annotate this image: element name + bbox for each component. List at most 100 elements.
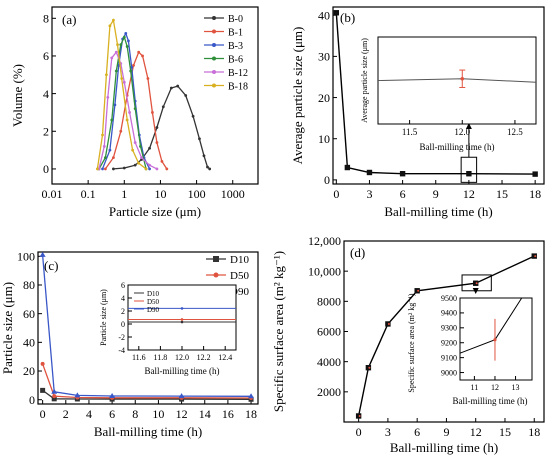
b-x-tick-label: 15 <box>496 187 508 201</box>
a-point-B-0 <box>169 86 173 90</box>
plot-frame <box>37 251 259 405</box>
c-point-D90 <box>51 388 58 394</box>
a-point-B-6 <box>122 35 126 39</box>
c-y-tick-label: 80 <box>23 278 35 292</box>
a-point-B-6 <box>114 69 118 73</box>
d-inset-y-title: Specific surface area (m² kg⁻¹) <box>407 293 416 393</box>
a-point-B-6 <box>125 45 129 48</box>
b-x-tick-label: 0 <box>333 187 339 201</box>
a-point-B-0 <box>148 146 151 150</box>
a-y-axis-title: Volume (%) <box>10 64 25 127</box>
d-point-error <box>475 282 478 285</box>
b-y-tick-label: 40 <box>318 8 330 22</box>
a-point-B-12 <box>155 167 159 171</box>
c-inset-legend-label-D10: D10 <box>147 290 160 298</box>
c-y-tick-label: 0 <box>29 393 35 407</box>
a-point-B-12 <box>110 56 114 60</box>
c-point-D90 <box>109 392 116 398</box>
c-inset-point-D10 <box>180 320 184 324</box>
a-point-B-12 <box>102 144 106 148</box>
c-x-tick-label: 14 <box>199 407 211 421</box>
a-point-B-0 <box>155 126 159 129</box>
b-series-line <box>335 12 536 175</box>
a-point-B-18 <box>144 167 148 171</box>
d-x-tick-label: 12 <box>470 425 482 439</box>
a-point-B-18 <box>125 118 129 122</box>
b-point <box>344 164 351 171</box>
b-zoom-box <box>460 156 478 183</box>
b-point <box>399 171 406 177</box>
a-point-B-6 <box>103 156 107 160</box>
d-zoom-arrowhead <box>472 288 479 294</box>
c-inset-y-title: Particle size (μm) <box>99 289 108 346</box>
a-point-B-0 <box>112 167 115 171</box>
a-point-B-12 <box>114 50 118 54</box>
b-x-tick-label: 3 <box>366 187 372 201</box>
a-point-B-18 <box>137 161 141 165</box>
a-point-B-12 <box>148 163 151 167</box>
d-y-axis-title: Specific surface area (m² kg⁻¹) <box>271 251 286 412</box>
c-x-tick-label: 4 <box>86 407 92 421</box>
b-x-tick-label: 18 <box>529 187 541 201</box>
a-point-B-18 <box>105 73 108 77</box>
d-inset-x-tick-label: 11 <box>471 383 479 392</box>
c-panel-label: (c) <box>44 258 58 273</box>
a-point-B-1 <box>112 156 115 160</box>
c-point-D90 <box>178 393 185 399</box>
a-y-tick-label: 6 <box>43 49 49 63</box>
d-point-error <box>417 289 420 292</box>
a-legend-label-B-1: B-1 <box>228 28 243 39</box>
a-point-B-12 <box>133 141 137 144</box>
plot-frame <box>332 6 545 185</box>
c-point-D90 <box>248 393 255 399</box>
c-inset-x-tick-label: 11.6 <box>132 353 146 362</box>
a-y-tick-label: 4 <box>43 87 49 101</box>
plot-frame <box>51 6 259 185</box>
d-x-tick-label: 9 <box>443 425 449 439</box>
a-point-B-18 <box>116 43 119 47</box>
b-y-axis-title: Average particle size (μm) <box>290 27 305 165</box>
d-point-error <box>368 366 371 369</box>
c-x-axis-title: Ball-milling time (h) <box>94 424 202 439</box>
a-series-B-12-line <box>98 50 158 170</box>
a-point-B-3 <box>148 167 151 171</box>
d-x-tick-label: 3 <box>385 425 391 439</box>
c-x-tick-label: 2 <box>63 407 69 421</box>
c-inset-frame <box>127 284 237 351</box>
b-x-tick-label: 6 <box>400 187 406 201</box>
d-inset-x-title: Ball-milling time (h) <box>453 396 528 406</box>
c-inset-point-D90 <box>180 307 184 310</box>
b-x-axis-title: Ball-milling time (h) <box>384 204 492 219</box>
d-y-tick-label: 4000 <box>317 355 341 369</box>
b-y-tick-label: 10 <box>318 132 330 146</box>
c-point-D90 <box>39 251 46 257</box>
c-x-tick-label: 6 <box>109 407 115 421</box>
c-y-tick-label: 20 <box>23 364 35 378</box>
a-point-B-18 <box>131 148 135 152</box>
c-y-tick-label: 40 <box>23 336 35 350</box>
c-legend-marker-D50 <box>213 272 219 278</box>
a-point-B-0 <box>202 154 206 158</box>
a-point-B-1 <box>132 63 135 67</box>
a-point-B-1 <box>155 141 159 144</box>
b-panel-label: (b) <box>340 10 355 25</box>
a-point-B-12 <box>106 95 110 99</box>
c-inset-y-tick-label: -4 <box>118 346 125 355</box>
d-inset-x-tick-label: 12 <box>491 383 499 392</box>
a-x-tick-label: 1 <box>121 187 127 201</box>
a-series-B-0-line <box>113 85 211 170</box>
b-point <box>532 171 538 177</box>
d-inset-x-tick-label: 13 <box>512 383 520 392</box>
a-point-B-1 <box>119 129 123 133</box>
d-inset-y-tick-label: 9400 <box>441 309 457 318</box>
d-x-tick-label: 18 <box>528 425 540 439</box>
d-series-line <box>357 255 535 417</box>
a-legend-marker-B-1 <box>212 29 216 34</box>
a-legend-marker-B-12 <box>212 70 216 74</box>
c-x-tick-label: 18 <box>245 407 257 421</box>
a-legend-marker-B-18 <box>212 83 216 88</box>
c-point-D50 <box>40 361 45 366</box>
a-point-B-0 <box>206 165 209 169</box>
a-legend-label-B-6: B-6 <box>228 55 243 66</box>
a-point-B-0 <box>176 84 180 88</box>
